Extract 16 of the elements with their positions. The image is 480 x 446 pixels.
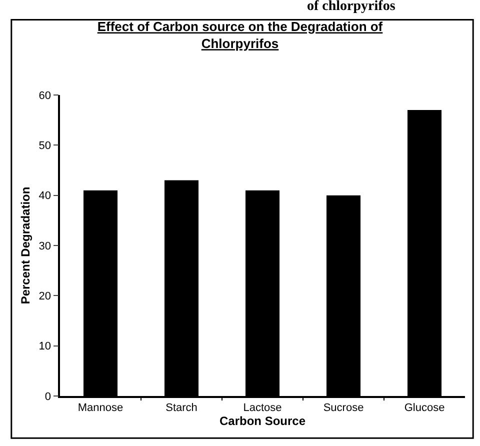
x-tick-label: Sucrose [323,402,364,414]
y-tick-label: 40 [38,190,52,202]
y-tick-label: 60 [38,90,52,102]
x-tick-label: Starch [166,402,198,414]
chart-title: Effect of Carbon source on the Degradation of Chlorpyrifos [97,19,384,52]
y-tick-label: 0 [44,390,52,403]
x-tick-label: Mannose [78,402,124,414]
y-tick-label: 30 [38,240,52,252]
y-tick-label: 10 [38,340,52,353]
text: of chlorpyrifos [307,0,396,14]
y-axis-title: Percent Degradation [18,186,33,304]
y-tick-label: 50 [38,140,52,152]
x-axis-title: Carbon Source [219,414,306,428]
x-tick-label: Glucose [404,402,445,414]
y-tick-label: 20 [38,290,52,303]
x-tick-label: Lactose [243,402,282,414]
